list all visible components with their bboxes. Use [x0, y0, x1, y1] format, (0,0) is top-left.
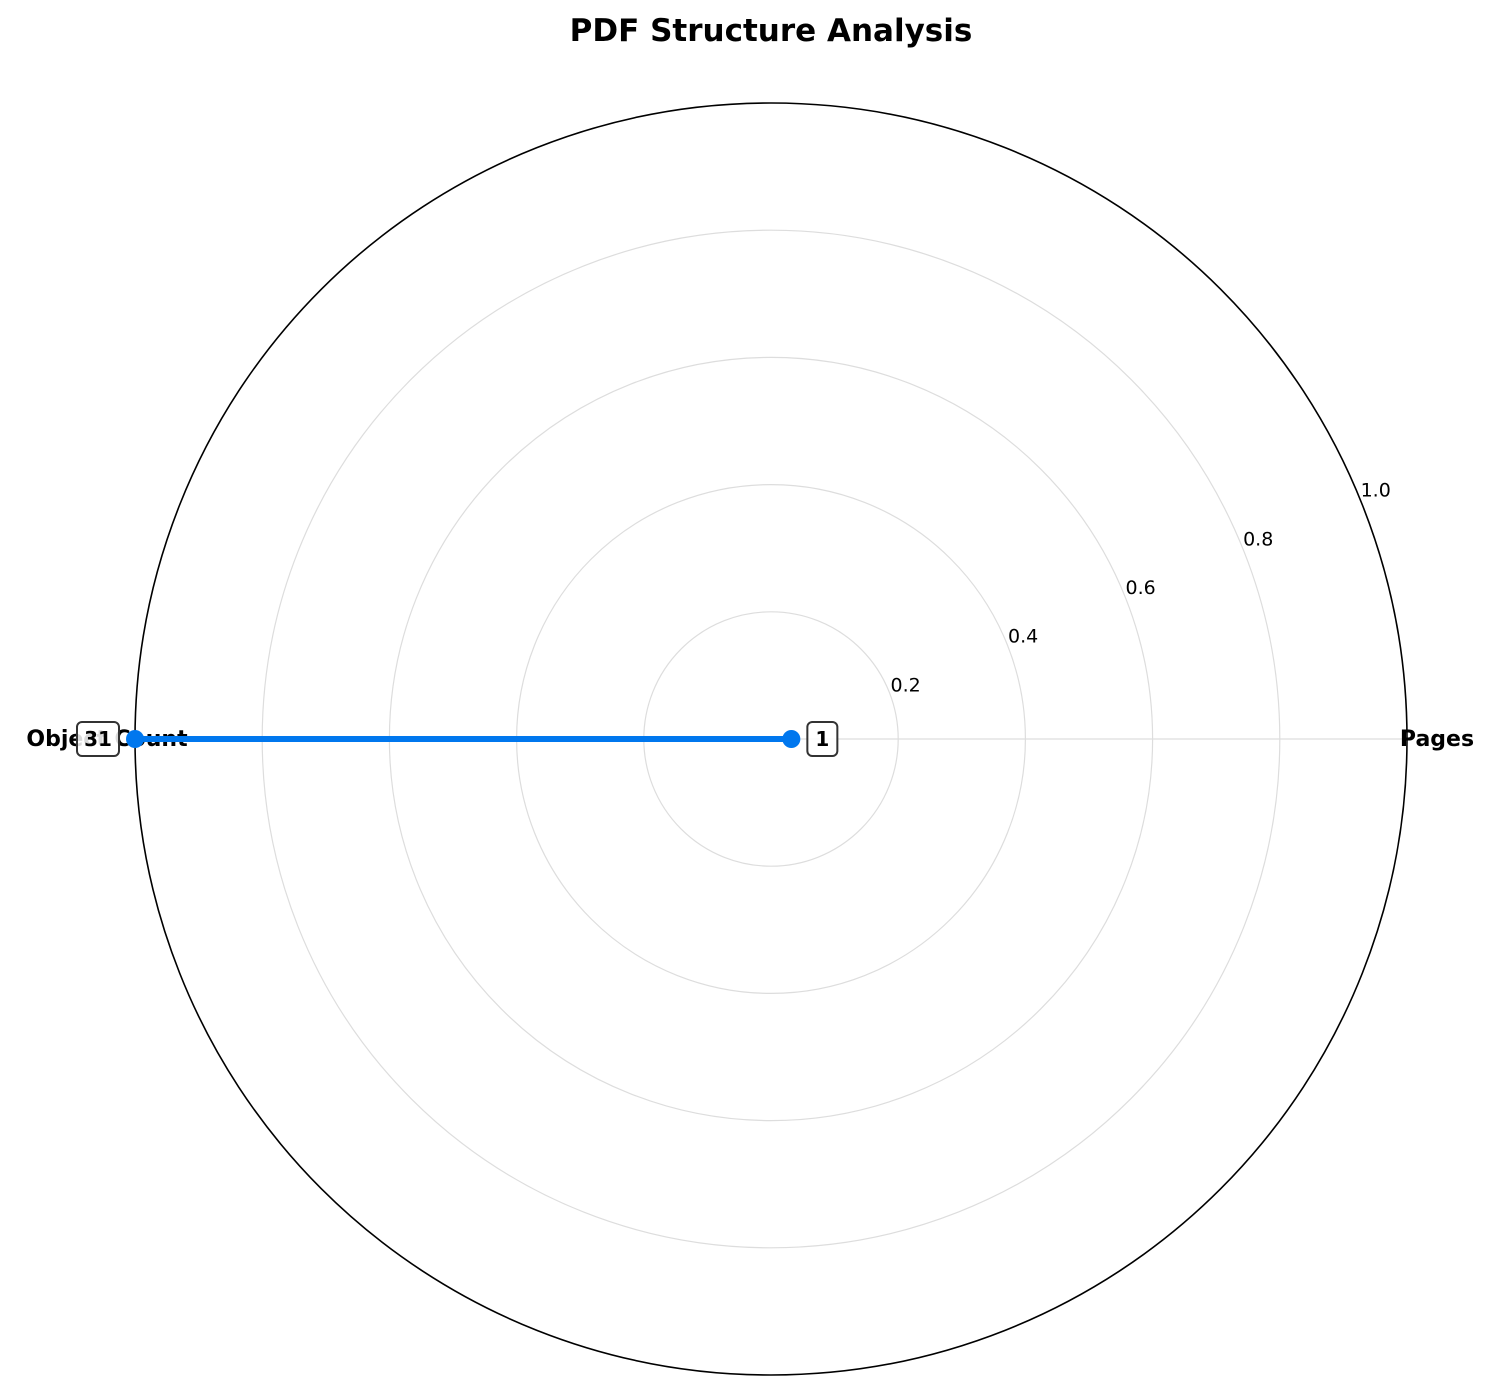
r-tick-label: 0.8 — [1243, 528, 1273, 550]
category-label: Pages — [1400, 727, 1474, 752]
value-label: 1 — [815, 727, 829, 751]
chart-title: PDF Structure Analysis — [570, 13, 973, 49]
data-point — [126, 730, 144, 748]
value-label-box — [76, 721, 120, 757]
r-tick-label: 0.2 — [891, 674, 921, 696]
data-point — [782, 730, 801, 748]
series-layer — [126, 730, 801, 748]
value-labels: 1 31 — [76, 721, 839, 757]
r-tick-label: 0.4 — [1008, 626, 1038, 648]
r-tick-label: 1.0 — [1361, 480, 1391, 502]
value-label-box — [806, 721, 839, 757]
r-tick-labels: 0.2 0.4 0.6 0.8 1.0 — [891, 480, 1391, 697]
r-tick-label: 0.6 — [1126, 577, 1156, 599]
value-label: 31 — [84, 727, 112, 751]
